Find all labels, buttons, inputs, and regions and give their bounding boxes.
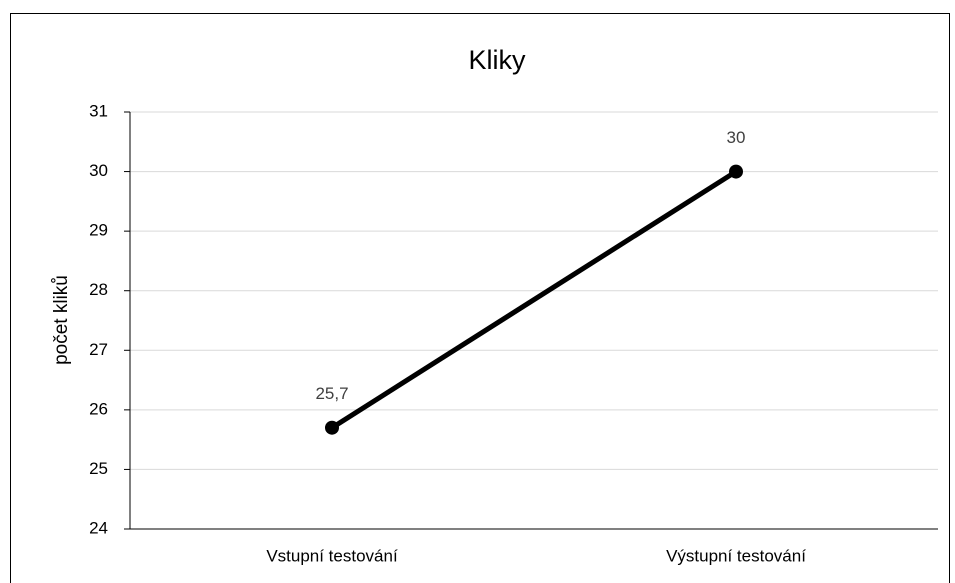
y-tick-label: 27 (89, 340, 108, 359)
y-tick-label: 26 (89, 399, 108, 418)
y-tick-label: 25 (89, 459, 108, 478)
y-tick-label: 28 (89, 280, 108, 299)
point (325, 420, 339, 435)
y-tick-label: 24 (89, 518, 108, 537)
y-tick-label: 29 (89, 221, 108, 240)
data-label: 30 (727, 128, 746, 147)
y-axis-label: počet kliků (51, 275, 72, 365)
x-tick-label: Vstupní testování (266, 546, 398, 565)
y-tick-label: 31 (89, 101, 108, 120)
chart-title: Kliky (468, 45, 526, 75)
line (330, 169, 738, 430)
chart-border (10, 13, 950, 583)
point (729, 164, 743, 179)
data-label: 25,7 (315, 384, 348, 403)
x-tick-label: Výstupní testování (666, 546, 806, 565)
y-tick-label: 30 (89, 161, 108, 180)
